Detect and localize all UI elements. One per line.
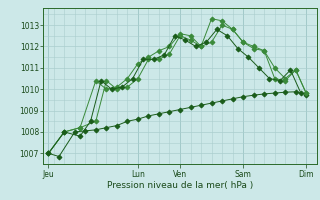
X-axis label: Pression niveau de la mer( hPa ): Pression niveau de la mer( hPa ): [107, 181, 253, 190]
